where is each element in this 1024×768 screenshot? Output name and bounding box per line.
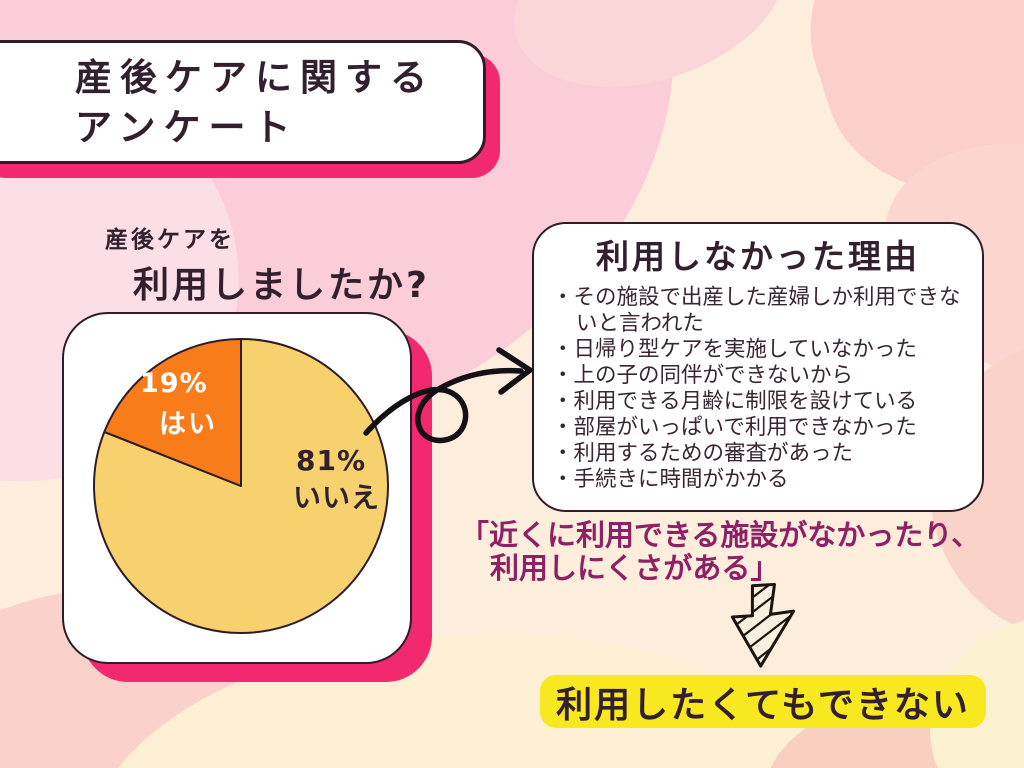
reason-item: 利用できる月齢に制限を設けている <box>574 389 968 415</box>
pie-slice-no-label: いいえ <box>293 481 381 514</box>
loop-arrow-icon <box>363 347 533 444</box>
reason-item: その施設で出産した産婦しか利用できないと言われた <box>574 285 968 337</box>
summary-quote-line2: 利用しにくさがある」 <box>490 551 780 585</box>
survey-question-line1: 産後ケアを <box>105 227 235 253</box>
page-title-line1: 産後ケアに関する <box>75 56 435 99</box>
pie-slice-yes-label: はい <box>159 409 217 440</box>
reason-item: 手続きに時間がかかる <box>574 467 968 493</box>
pie-chart-card: 19% はい 81% いいえ <box>62 312 412 664</box>
survey-question: 産後ケアを 利用しましたか? <box>105 220 430 308</box>
reasons-title: 利用しなかった理由 <box>596 237 920 276</box>
summary-quote: 「近くに利用できる施設がなかったり、 利用しにくさがある」 <box>460 519 980 585</box>
reason-item: 利用するための審査があった <box>574 441 968 467</box>
pie-slice-yes-percent: 19% <box>140 368 208 399</box>
reasons-list: その施設で出産した産婦しか利用できないと言われた 日帰り型ケアを実施していなかっ… <box>546 285 970 493</box>
page-title-line2: アンケート <box>75 106 299 149</box>
survey-question-line2: 利用しましたか? <box>133 265 430 306</box>
pie-chart <box>93 338 389 634</box>
pie-slice-no-percent: 81% <box>296 444 367 477</box>
summary-quote-line1: 「近くに利用できる施設がなかったり、 <box>460 518 981 552</box>
reason-item: 部屋がいっぱいで利用できなかった <box>574 415 968 441</box>
conclusion-text: 利用したくてもできない <box>556 684 970 726</box>
reason-item: 日帰り型ケアを実施していなかった <box>574 337 968 363</box>
conclusion-highlight: 利用したくてもできない <box>540 675 986 728</box>
down-arrow-icon <box>730 582 796 668</box>
page-title: 産後ケアに関する アンケート <box>0 40 486 164</box>
reasons-panel: 利用しなかった理由 その施設で出産した産婦しか利用できないと言われた 日帰り型ケ… <box>532 222 984 512</box>
reason-item: 上の子の同伴ができないから <box>574 363 968 389</box>
